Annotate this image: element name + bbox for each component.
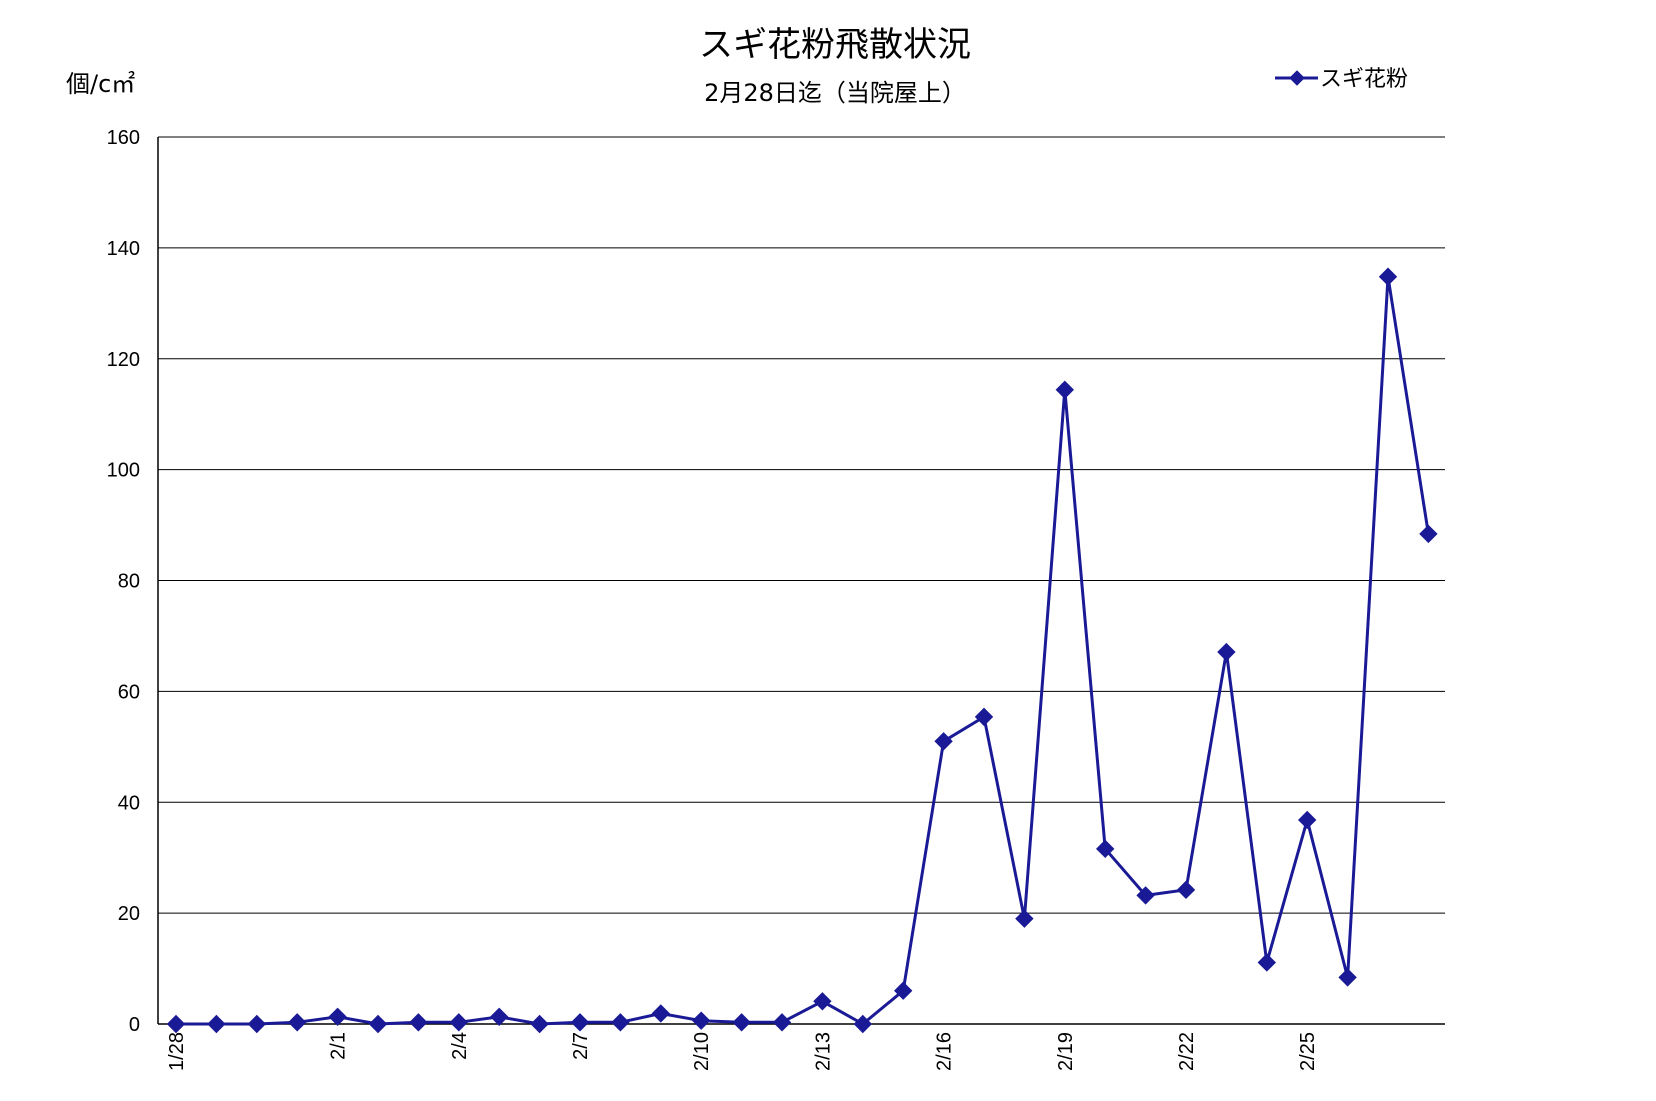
x-tick-label-2-22: 2/22 <box>1176 1032 1198 1071</box>
data-point-2-22 <box>1176 880 1196 900</box>
data-point-2-10 <box>692 1011 711 1030</box>
y-tick-label-140: 140 <box>107 238 140 260</box>
data-point-2-19 <box>1055 380 1074 399</box>
data-point-2-13 <box>813 992 832 1011</box>
y-tick-label-0: 0 <box>129 1014 140 1036</box>
data-point-2-11 <box>732 1013 751 1032</box>
x-tick-label-2-16: 2/16 <box>934 1032 956 1071</box>
y-tick-labels: 0 20 40 60 80 100 120 140 160 <box>107 127 140 1036</box>
series-line-0 <box>176 275 1430 1026</box>
x-tick-label-1-28: 1/28 <box>166 1032 188 1071</box>
legend-label: スギ花粉 <box>1320 67 1408 92</box>
x-tick-label-2-13: 2/13 <box>812 1032 834 1071</box>
data-point-2-8 <box>611 1013 630 1032</box>
x-tick-label-2-19: 2/19 <box>1055 1032 1077 1071</box>
data-point-2-26 <box>1338 968 1357 987</box>
data-point-2-27 <box>1378 267 1398 286</box>
grid-lines <box>158 136 1445 1025</box>
data-point-2-5 <box>490 1007 509 1026</box>
x-tick-label-2-4: 2/4 <box>449 1032 471 1060</box>
data-point-1-30 <box>247 1014 266 1034</box>
x-tick-label-2-1: 2/1 <box>328 1032 350 1060</box>
data-point-2-12 <box>772 1013 792 1032</box>
data-point-2-1 <box>328 1007 347 1026</box>
data-point-2-20 <box>1096 839 1115 859</box>
y-axis-unit-label: 個/c㎡ <box>66 70 135 98</box>
x-tick-label-2-10: 2/10 <box>691 1032 713 1071</box>
y-tick-label-40: 40 <box>118 792 140 814</box>
legend-diamond-marker <box>1289 70 1305 86</box>
data-point-2-9 <box>651 1004 670 1023</box>
chart-subtitle: 2月28日迄（当院屋上） <box>704 79 966 107</box>
y-tick-label-60: 60 <box>118 681 140 703</box>
x-tick-labels: 1/28 2/1 2/4 2/7 2/10 2/13 2/16 2/19 2/22 2/25 <box>166 1032 1319 1071</box>
y-tick-label-100: 100 <box>107 460 140 482</box>
data-point-1-29 <box>207 1014 226 1034</box>
chart-title: スギ花粉飛散状況 <box>699 25 971 65</box>
data-point-2-28 <box>1419 524 1438 544</box>
data-point-1-28 <box>166 1014 186 1034</box>
data-point-2-2 <box>368 1014 388 1034</box>
data-point-2-18 <box>1015 909 1034 928</box>
data-point-2-25 <box>1298 810 1317 830</box>
data-point-2-23 <box>1217 642 1236 662</box>
series-group <box>166 267 1438 1034</box>
data-point-2-6 <box>530 1014 549 1034</box>
y-tick-label-80: 80 <box>118 571 140 593</box>
legend: スギ花粉 <box>1275 67 1408 92</box>
data-point-2-4 <box>449 1013 468 1032</box>
data-point-2-15 <box>894 981 913 1000</box>
data-point-2-24 <box>1257 953 1276 972</box>
data-point-2-16 <box>934 732 953 751</box>
data-point-2-17 <box>974 707 994 727</box>
data-point-2-21 <box>1136 886 1155 905</box>
data-point-2-14 <box>853 1014 872 1034</box>
data-point-2-3 <box>409 1013 428 1032</box>
y-tick-label-160: 160 <box>107 127 140 149</box>
y-tick-label-20: 20 <box>118 903 140 925</box>
data-point-2-7 <box>570 1013 590 1032</box>
x-tick-label-2-25: 2/25 <box>1297 1032 1319 1071</box>
x-tick-label-2-7: 2/7 <box>570 1032 592 1060</box>
y-tick-label-120: 120 <box>107 349 140 371</box>
data-point-1-31 <box>288 1013 307 1032</box>
